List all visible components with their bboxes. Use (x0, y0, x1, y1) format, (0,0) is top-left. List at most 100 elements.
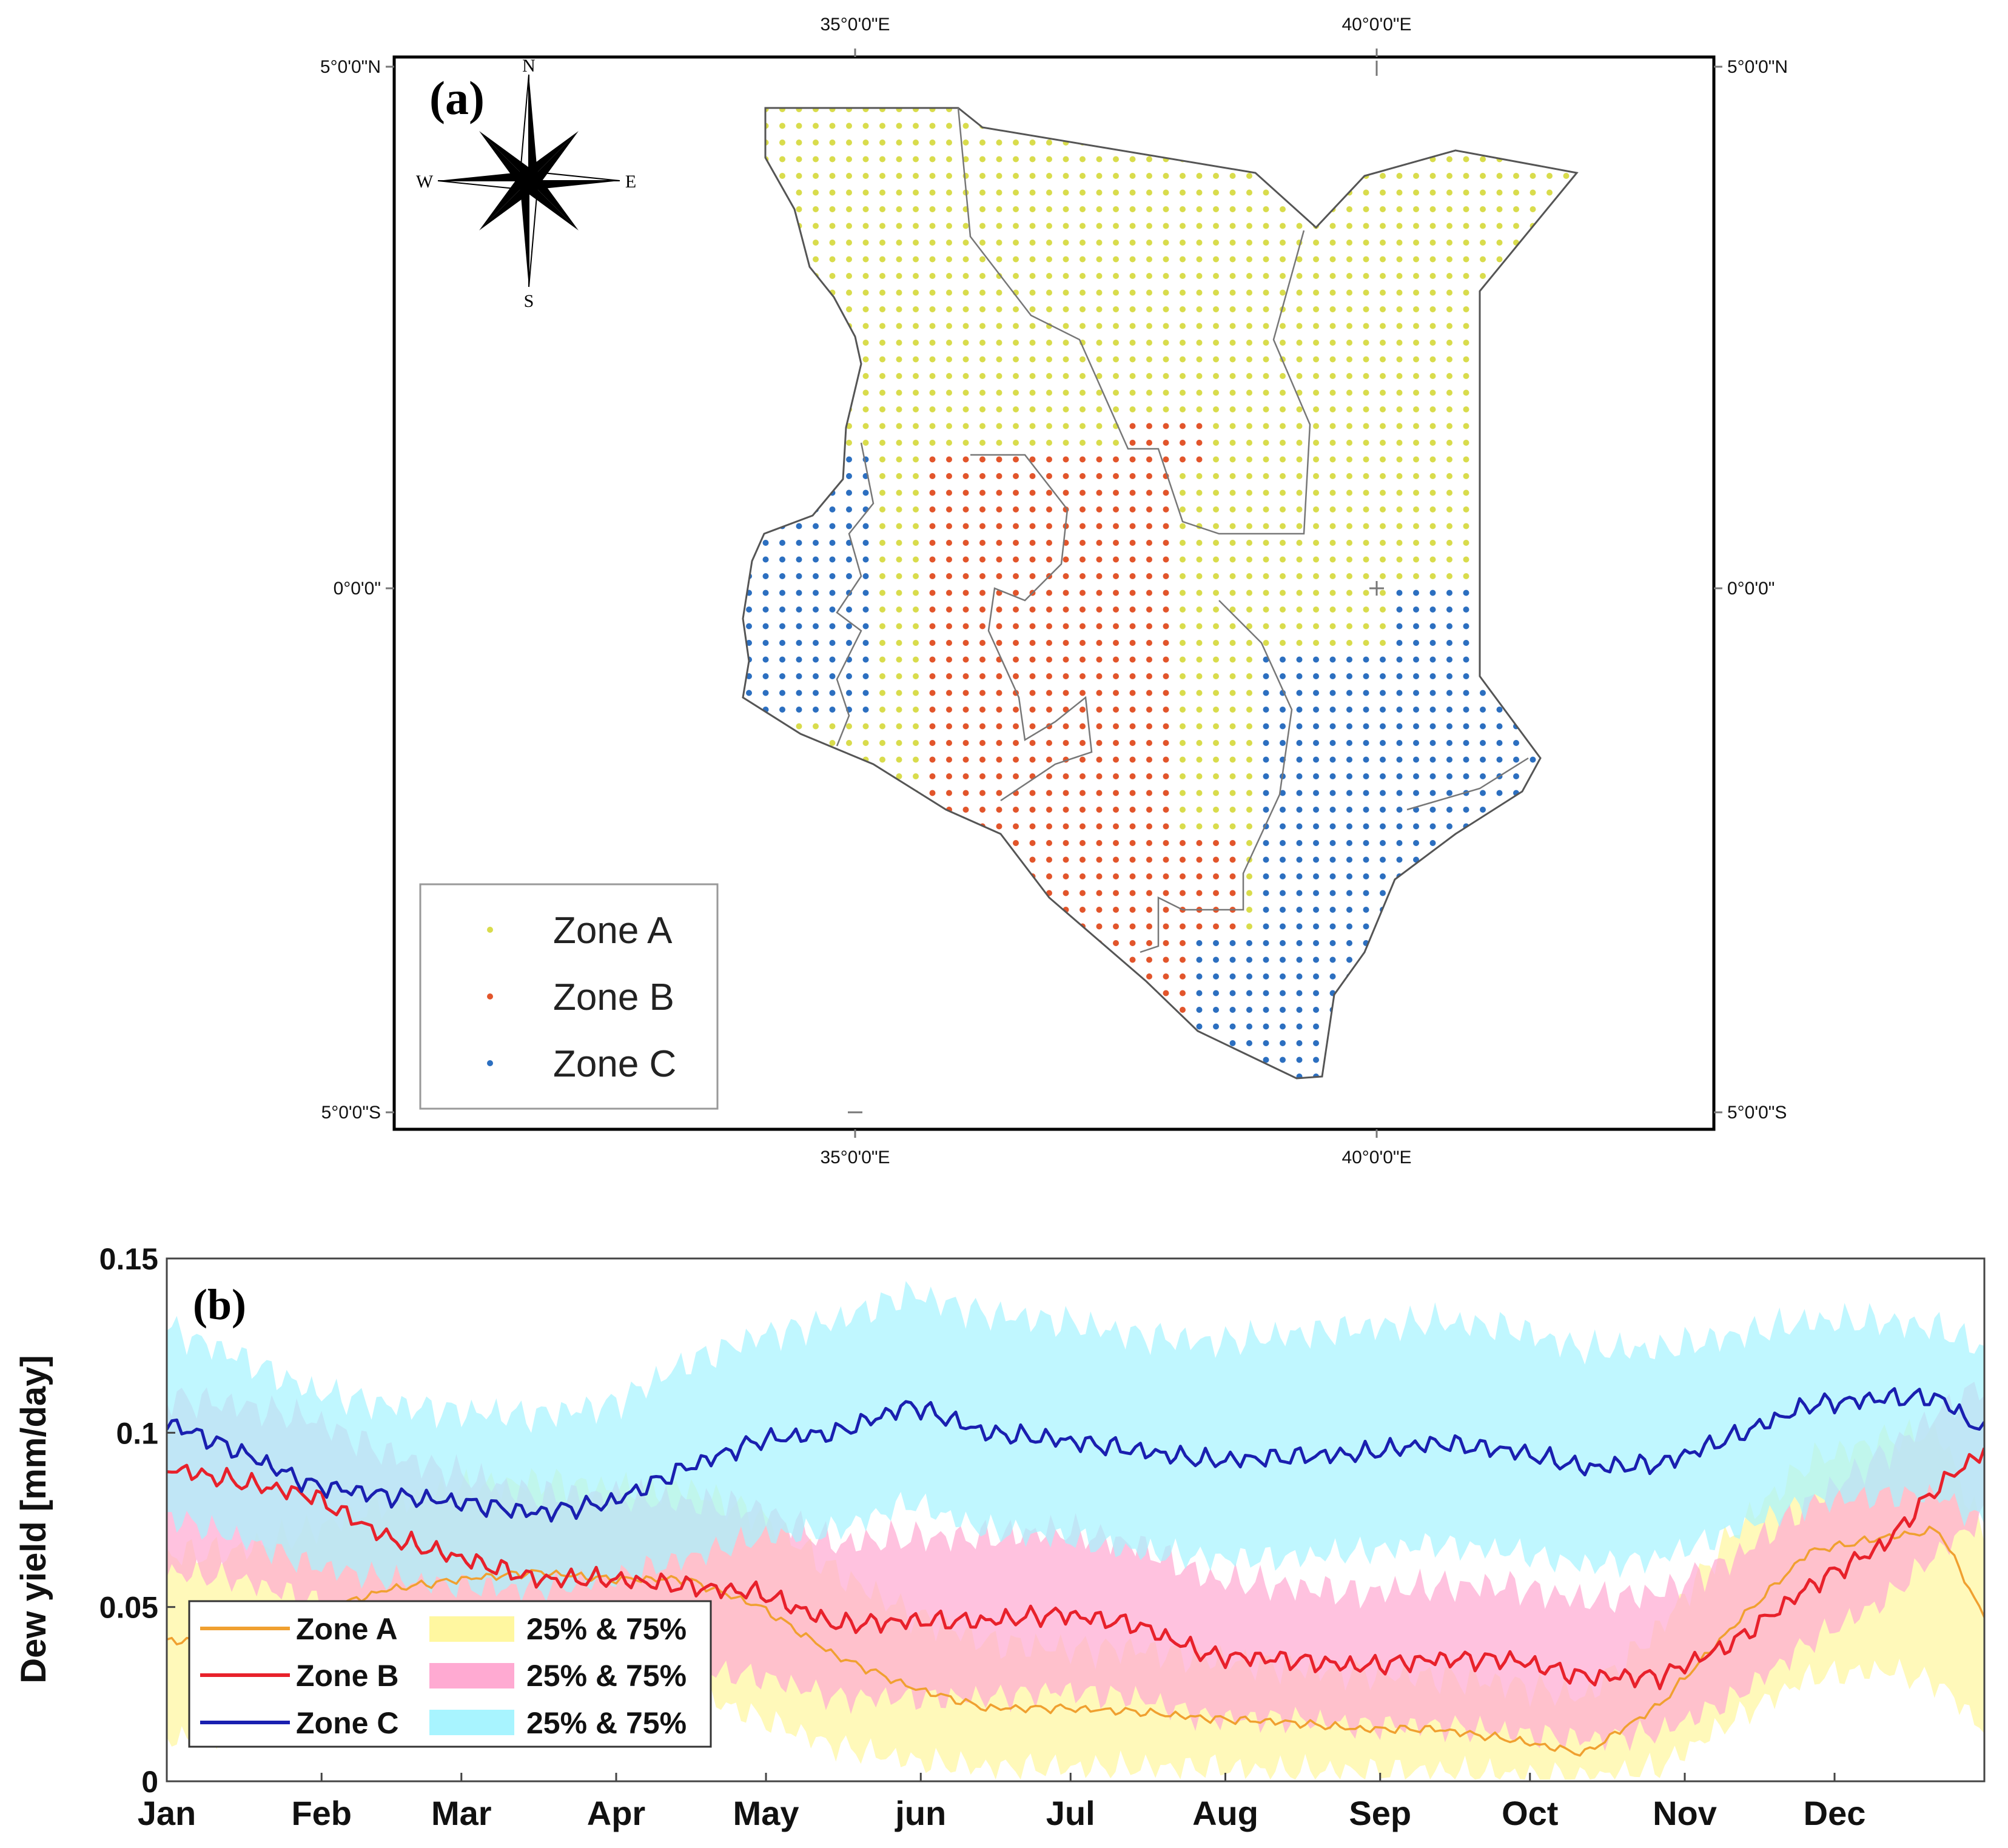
zone-dot (1329, 656, 1336, 663)
zone-dot (1196, 573, 1203, 579)
zone-dot (1496, 189, 1503, 196)
zone-dot (1196, 356, 1203, 363)
zone-dot (1146, 707, 1152, 713)
zone-dot (1329, 273, 1336, 279)
zone-dot (979, 173, 986, 179)
zone-dot (1129, 556, 1136, 563)
zone-dot (913, 173, 919, 179)
zone-dot (996, 223, 1002, 229)
zone-dot (1013, 623, 1019, 630)
zone-dot (1163, 206, 1169, 212)
zone-dot (1246, 240, 1252, 246)
zone-dot (1080, 456, 1086, 463)
zone-dot (1280, 856, 1286, 863)
map-legend: Zone A Zone B Zone C (419, 883, 719, 1110)
zone-dot (1146, 489, 1152, 496)
zone-dot (1346, 790, 1352, 796)
zone-dot (1313, 289, 1319, 296)
zone-dot (1229, 306, 1236, 312)
zone-dot (1380, 807, 1386, 813)
zone-dot (1446, 473, 1452, 479)
zone-dot (913, 473, 919, 479)
zone-dot (1463, 590, 1469, 596)
zone-dot (1113, 656, 1119, 663)
zone-dot (979, 540, 986, 546)
zone-dot (1229, 940, 1236, 946)
zone-dot (1229, 807, 1236, 813)
zone-dot (1196, 640, 1203, 646)
zone-dot (1429, 773, 1436, 779)
zone-dot (846, 640, 852, 646)
zone-dot (1480, 189, 1486, 196)
zone-dot (1213, 590, 1219, 596)
zone-dot (1346, 289, 1352, 296)
zone-dot (1246, 807, 1252, 813)
zone-dot (796, 573, 802, 579)
zone-dot (796, 156, 802, 163)
zone-dot (913, 640, 919, 646)
zone-dot (1446, 556, 1452, 563)
zone-dot (1246, 923, 1252, 930)
zone-dot (929, 156, 936, 163)
zone-dot (1346, 756, 1352, 763)
zone-dot (1213, 740, 1219, 746)
zone-dot (1180, 306, 1186, 312)
zone-dot (1396, 240, 1403, 246)
zone-dot (962, 223, 969, 229)
zone-dot (846, 506, 852, 512)
zone-dot (1263, 640, 1269, 646)
zone-dot (1096, 923, 1103, 930)
zone-dot (1380, 640, 1386, 646)
zone-dot (896, 773, 902, 779)
zone-dot (946, 656, 952, 663)
zone-dot (1413, 289, 1419, 296)
zone-dot (1463, 690, 1469, 696)
zone-dot (1180, 856, 1186, 863)
zone-dot (1113, 540, 1119, 546)
zone-dot (913, 108, 919, 112)
zone-dot (1229, 323, 1236, 329)
zone-dot (946, 340, 952, 346)
zone-dot (1329, 890, 1336, 896)
zone-dot (962, 523, 969, 529)
zone-dot (1013, 807, 1019, 813)
zone-dot (1313, 273, 1319, 279)
zone-dot (1096, 840, 1103, 846)
zone-dot (1096, 723, 1103, 730)
zone-dot (1063, 423, 1069, 429)
zone-dot (1280, 273, 1286, 279)
zone-dot (1329, 340, 1336, 346)
zone-dot (929, 723, 936, 730)
zone-dot (929, 423, 936, 429)
zone-dot (796, 123, 802, 129)
zone-dot (1163, 340, 1169, 346)
zone-dot (1046, 873, 1052, 879)
zone-dot (1113, 790, 1119, 796)
zone-dot (1113, 489, 1119, 496)
zone-dot (829, 640, 836, 646)
zone-dot (1113, 623, 1119, 630)
zone-dot (896, 356, 902, 363)
zone-dot (1146, 973, 1152, 979)
compass-e-label: E (625, 172, 636, 192)
zone-dot (896, 240, 902, 246)
zone-dot (1080, 723, 1086, 730)
zone-dot (946, 289, 952, 296)
zone-dot (946, 673, 952, 679)
zone-dot (1313, 473, 1319, 479)
zone-dot (879, 623, 885, 630)
zone-dot (1480, 273, 1486, 279)
zone-dot (1363, 340, 1369, 346)
zone-dot (1213, 790, 1219, 796)
zone-dot (1080, 556, 1086, 563)
zone-dot (1346, 206, 1352, 212)
zone-dot (1363, 740, 1369, 746)
zone-dot (1480, 790, 1486, 796)
zone-dot (1363, 523, 1369, 529)
zone-dot (1329, 523, 1336, 529)
zone-dot (979, 456, 986, 463)
zone-dot (1496, 740, 1503, 746)
zone-dot (746, 623, 752, 630)
zone-dot (1429, 723, 1436, 730)
zone-dot (1229, 440, 1236, 446)
